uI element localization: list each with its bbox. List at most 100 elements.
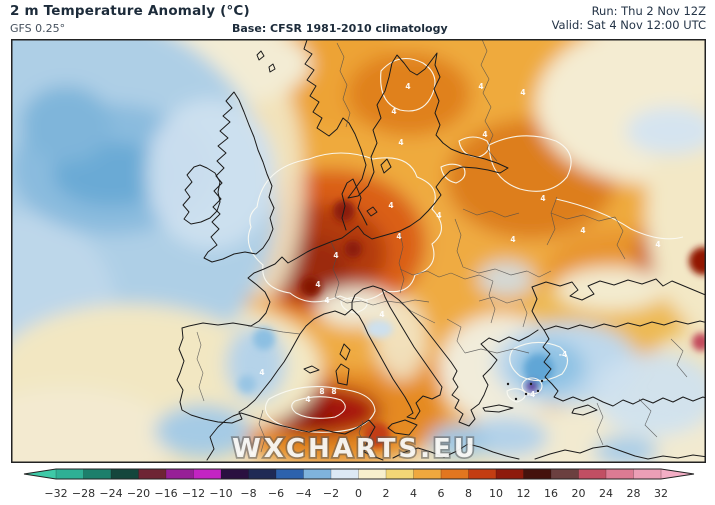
colorbar-tick-label: 16 (544, 487, 558, 500)
contour-value-label: 4 (259, 368, 264, 377)
contour-value-label: 4 (510, 235, 515, 244)
map-border (11, 39, 706, 463)
colorbar-segment (468, 469, 497, 479)
coast-black-sea (531, 278, 706, 331)
colorbar-segment (523, 469, 552, 479)
colorbar-tick-label: −20 (127, 487, 150, 500)
colorbar-tick-labels: −32 −28 −24 −20 −16 −12 −10 −8 −6 −4 −2 0 2 4 6 8 10 12 16… (44, 487, 668, 500)
anomaly-field (11, 39, 706, 463)
coast-balkans-greece (381, 288, 539, 427)
colorbar-tick-label: 10 (489, 487, 503, 500)
colorbar-tick-label: 32 (654, 487, 668, 500)
colorbar-segment (606, 469, 634, 479)
colorbar-segment (56, 469, 84, 479)
colorbar-segment (303, 469, 332, 479)
contour-value-label: 4 (391, 107, 396, 116)
colorbar-tick-label: 0 (355, 487, 362, 500)
colorbar-tick-label: −12 (182, 487, 205, 500)
page-title: 2 m Temperature Anomaly (°C) (10, 3, 250, 19)
colorbar-tick-label: 4 (410, 487, 417, 500)
colorbar-segment (551, 469, 579, 479)
colorbar-left-arrow (24, 469, 56, 479)
map-container: 4 4 4 4 4 4 4 4 4 4 4 4 4 4 4 8 8 4 4 4 4 -4 -4 WXCHARTS.EU (11, 39, 706, 463)
watermark-text: WXCHARTS.EU (232, 434, 478, 463)
contour-value-label: 4 (305, 395, 310, 404)
colorbar-right-arrow (661, 469, 694, 479)
contour-value-label: 8 (331, 387, 336, 396)
contour-value-label: 4 (405, 82, 410, 91)
colorbar-segment (358, 469, 387, 479)
colorbar-tick-label: −4 (295, 487, 311, 500)
coast-great-britain (203, 91, 275, 263)
colorbar-segment (138, 469, 167, 479)
colorbar-tick-label: 8 (465, 487, 472, 500)
contour-value-label: -4 (527, 390, 535, 399)
colorbar-tick-label: 20 (572, 487, 586, 500)
contour-value-label: 4 (540, 194, 545, 203)
anomaly-field-cores (238, 200, 706, 448)
aegean-island-dots (506, 379, 544, 401)
borders-layer (196, 39, 688, 456)
contour-value-label: 4 (315, 280, 320, 289)
colorbar-segment (578, 469, 607, 479)
colorbar-segment (166, 469, 194, 479)
contour-value-label: 4 (655, 240, 660, 249)
colorbar-tick-label: −8 (240, 487, 256, 500)
colorbar-tick-label: −10 (209, 487, 232, 500)
colorbar-scale (23, 468, 695, 480)
colorbar-segment (83, 469, 112, 479)
coast-turkey-west-south (542, 329, 706, 407)
colorbar-segment (386, 469, 414, 479)
colorbar-segment (331, 469, 359, 479)
coast-turkey-north (543, 320, 706, 331)
contour-value-label: 4 (580, 226, 585, 235)
coast-north-africa (206, 412, 706, 461)
contour-value-label: 4 (379, 310, 384, 319)
colorbar-segment (276, 469, 304, 479)
colorbar-segment (193, 469, 222, 479)
run-time-label: Run: Thu 2 Nov 12Z (591, 4, 706, 18)
colorbar: −32 −28 −24 −20 −16 −12 −10 −8 −6 −4 −2 0 2 4 6 8 10 12 16… (23, 468, 695, 500)
contour-value-label: 4 (396, 232, 401, 241)
coastlines-layer (176, 39, 706, 461)
colorbar-segment (496, 469, 524, 479)
coast-shetland (256, 50, 276, 73)
colorbar-segment (111, 469, 139, 479)
colorbar-segment (441, 469, 469, 479)
contour-value-label: 4 (520, 88, 525, 97)
colorbar-tick-label: 12 (517, 487, 531, 500)
contour-value-label: 4 (333, 251, 338, 260)
colorbar-tick-label: 6 (438, 487, 445, 500)
colorbar-tick-label: 28 (627, 487, 641, 500)
model-label: GFS 0.25° (10, 22, 66, 35)
colorbar-tick-label: −2 (323, 487, 339, 500)
climatology-base-label: Base: CFSR 1981-2010 climatology (232, 22, 448, 35)
colorbar-segment (413, 469, 442, 479)
contour-value-label: 4 (478, 82, 483, 91)
colorbar-tick-label: −24 (99, 487, 122, 500)
contour-value-label: -4 (559, 350, 567, 359)
colorbar-container: −32 −28 −24 −20 −16 −12 −10 −8 −6 −4 −2 0 2 4 6 8 10 12 16… (0, 464, 715, 505)
contour-value-label: 4 (388, 201, 393, 210)
coast-denmark (341, 178, 378, 231)
colorbar-tick-label: −32 (44, 487, 67, 500)
colorbar-segment (221, 469, 249, 479)
contour-value-label: 4 (398, 138, 403, 147)
colorbar-tick-label: −6 (268, 487, 284, 500)
coast-islands (303, 158, 598, 436)
contour-value-label: 4 (324, 296, 329, 305)
coast-scandinavia (176, 39, 509, 424)
colorbar-tick-label: 24 (599, 487, 613, 500)
colorbar-segment (248, 469, 277, 479)
colorbar-outline (23, 468, 695, 480)
contour-value-label: 4 (482, 130, 487, 139)
valid-time-label: Valid: Sat 4 Nov 12:00 UTC (551, 17, 706, 32)
contour-value-label: 4 (436, 211, 441, 220)
coast-ireland (182, 164, 221, 225)
colorbar-tick-label: −16 (154, 487, 177, 500)
colorbar-tick-label: 2 (383, 487, 390, 500)
contour-value-label: 8 (319, 387, 324, 396)
